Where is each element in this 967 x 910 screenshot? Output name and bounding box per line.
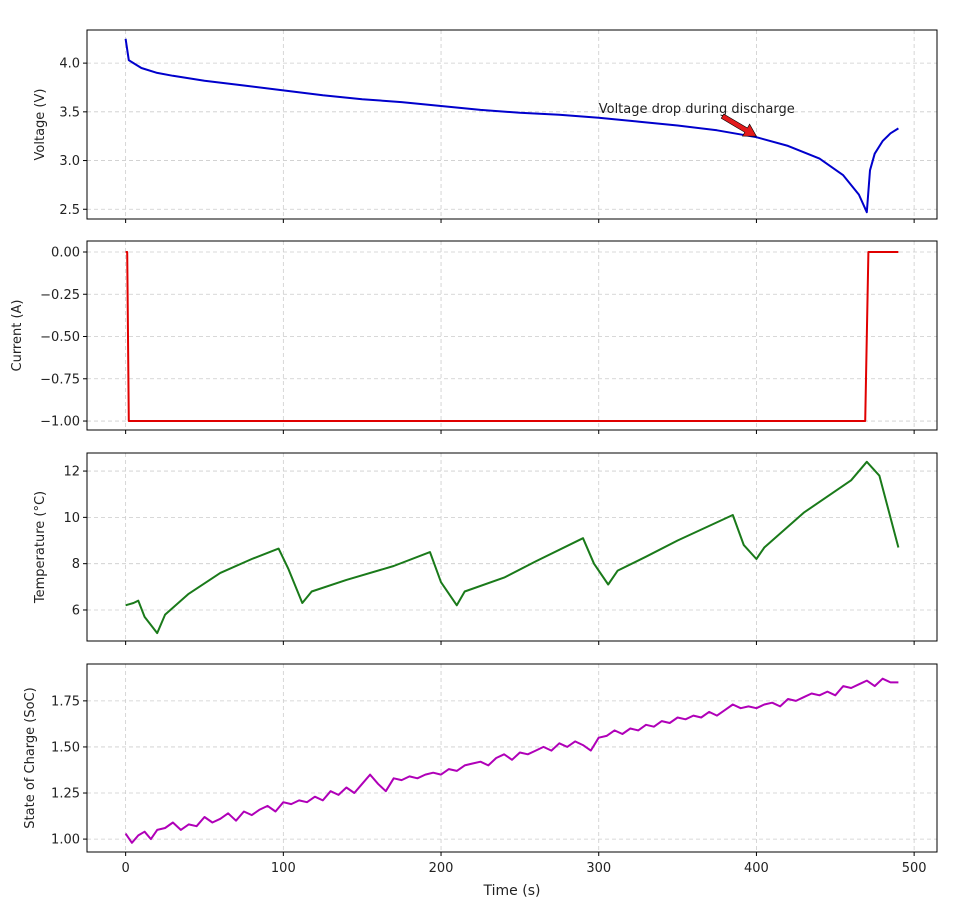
subplot-4: 1.00 1.25 1.50 1.75 0 100 200 300 400 500 State of…: [23, 663, 938, 876]
y-tick-label: 12: [63, 465, 80, 480]
y-tick-label: 1.50: [51, 740, 80, 755]
y-tick-label: 3.0: [59, 154, 80, 169]
x-tick-label: 100: [271, 861, 296, 876]
y-tick-label: −0.50: [40, 330, 80, 345]
series-line: [125, 460, 900, 635]
subplot-2: −1.00 −0.75 −0.50 −0.25 0.00 Current (A): [10, 240, 938, 434]
annotation-arrow: [720, 113, 757, 137]
y-axis-label: Temperature (°C): [33, 491, 48, 604]
y-tick-label: −1.00: [40, 415, 80, 430]
annotation-text: Voltage drop during discharge: [599, 102, 795, 117]
y-tick-label: 6: [72, 603, 80, 618]
y-tick-label: 1.25: [51, 787, 80, 802]
y-tick-label: 1.75: [51, 694, 80, 709]
x-axis-label: Time (s): [483, 883, 541, 899]
axes-frame: [86, 663, 938, 853]
y-tick-label: −0.75: [40, 372, 80, 387]
axes-frame: [86, 240, 938, 431]
y-tick-label: 8: [72, 557, 80, 572]
subplot-3: 6 8 10 12 Temperature (°C): [33, 452, 938, 645]
subplot-1: 2.5 3.0 3.5 4.0 Voltage (V) Voltage drop duri…: [33, 29, 938, 223]
series-line: [125, 251, 899, 422]
x-tick-label: 0: [121, 861, 129, 876]
y-tick-label: −0.25: [40, 288, 80, 303]
y-tick-label: 3.5: [59, 105, 80, 120]
y-axis-label: Voltage (V): [33, 89, 48, 161]
y-axis-label: Current (A): [10, 300, 25, 372]
y-tick-label: 10: [63, 511, 80, 526]
series-line: [124, 677, 899, 844]
series-line: [124, 38, 899, 214]
axes-frame: [86, 29, 938, 220]
y-tick-label: 0.00: [51, 245, 80, 260]
x-tick-label: 300: [586, 861, 611, 876]
x-tick-label: 500: [902, 861, 927, 876]
x-tick-label: 400: [744, 861, 769, 876]
y-tick-label: 2.5: [59, 203, 80, 218]
x-tick-label: 200: [429, 861, 454, 876]
y-tick-label: 4.0: [59, 57, 80, 72]
y-axis-label: State of Charge (SoC): [23, 687, 38, 828]
axes-frame: [86, 452, 938, 642]
y-tick-label: 1.00: [51, 833, 80, 848]
